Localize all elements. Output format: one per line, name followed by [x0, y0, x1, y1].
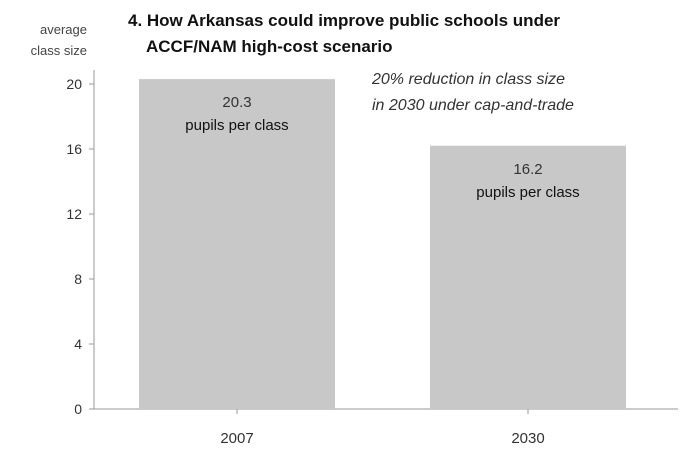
bar	[430, 145, 626, 409]
x-tick-label: 2030	[511, 430, 544, 447]
y-tick-label: 12	[66, 206, 82, 222]
y-tick-label: 4	[74, 336, 82, 352]
bar-unit-label: pupils per class	[185, 117, 288, 134]
y-tick-label: 8	[74, 271, 82, 287]
annotation-line-1: 20% reduction in class size	[371, 71, 565, 88]
y-tick-label: 0	[74, 401, 82, 417]
bar-value-label: 16.2	[513, 161, 542, 178]
x-tick-label: 2007	[220, 430, 253, 447]
chart-title-line-1: 4. How Arkansas could improve public sch…	[128, 11, 560, 30]
plot-area: 0 4 8 12 16 20 20.3 pupils per class 2007 16.2 pup…	[66, 70, 678, 447]
chart-title-line-2: ACCF/NAM high-cost scenario	[146, 37, 393, 56]
annotation-line-2: in 2030 under cap-and-trade	[372, 97, 574, 114]
bar-unit-label: pupils per class	[476, 184, 579, 201]
bar-value-label: 20.3	[222, 94, 251, 111]
y-axis-label-line-2: class size	[31, 43, 87, 58]
y-tick-label: 16	[66, 141, 82, 157]
y-axis-label-line-1: average	[40, 22, 87, 37]
bar	[139, 79, 335, 409]
y-tick-label: 20	[66, 76, 82, 92]
